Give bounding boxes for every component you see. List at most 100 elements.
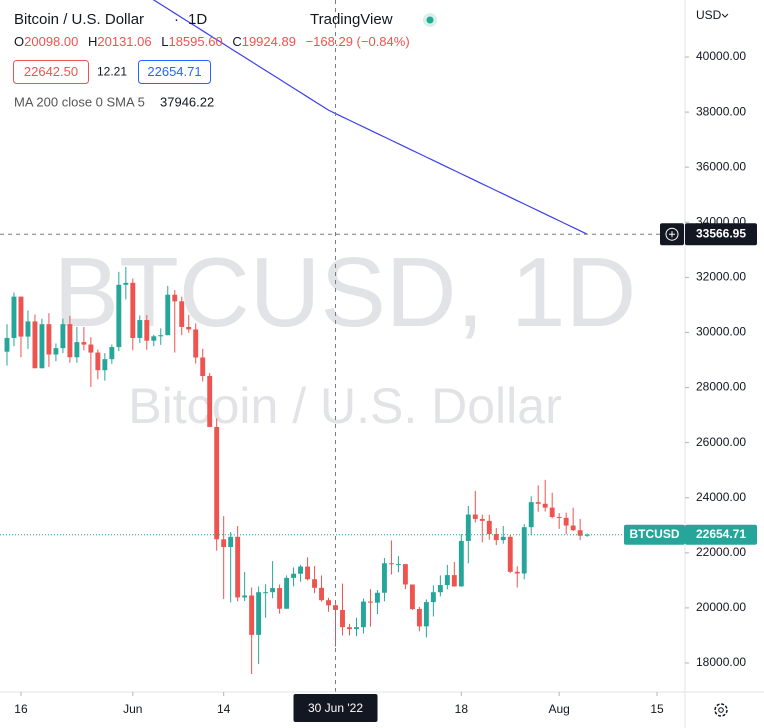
- last-price-box: [685, 524, 757, 545]
- ohlc-key: O: [14, 34, 24, 49]
- candle-body: [361, 601, 366, 628]
- candle-body: [451, 575, 457, 587]
- candle-body: [514, 571, 520, 574]
- x-tick-label: 15: [650, 702, 664, 716]
- ma-legend-value: 37946.22: [160, 94, 214, 109]
- gear-hub: [718, 707, 724, 713]
- candle-body: [521, 527, 527, 574]
- ask-box[interactable]: [138, 60, 211, 84]
- ohlc-key: C: [232, 34, 241, 49]
- spread: 12.21: [97, 65, 127, 79]
- candle-body: [409, 584, 415, 610]
- candle-body: [430, 592, 436, 603]
- candle-body: [74, 342, 80, 358]
- candle-body: [395, 564, 401, 566]
- candle-body: [556, 517, 562, 519]
- candle-body: [200, 357, 206, 376]
- candle-body: [507, 536, 513, 572]
- bid-box[interactable]: [13, 60, 89, 84]
- candle-body: [137, 320, 143, 338]
- x-tick-label: 14: [217, 702, 231, 716]
- candle-body: [109, 347, 115, 360]
- candle-body: [416, 609, 422, 627]
- ohlc-key: L: [161, 34, 168, 49]
- candle-body: [242, 595, 248, 598]
- candle-body: [158, 335, 164, 337]
- candle-body: [249, 595, 255, 635]
- candle-body: [312, 579, 317, 588]
- x-tick-label: Jun: [123, 702, 142, 716]
- candle-body: [458, 540, 464, 587]
- candle-body: [221, 539, 227, 548]
- ohlc-legend: O20098.00 H20131.06 L18595.60 C19924.89 …: [14, 34, 410, 49]
- ohlc-value: 18595.60: [168, 34, 222, 49]
- ma-legend-name: MA 200 close 0 SMA 5: [14, 94, 145, 109]
- candle-body: [584, 534, 590, 536]
- y-tick-label: 32000.00: [696, 270, 746, 284]
- symbol-name: Bitcoin / U.S. Dollar: [14, 11, 144, 28]
- ohlc-value: 20131.06: [97, 34, 151, 49]
- candle-body: [333, 605, 338, 610]
- candle-body: [284, 577, 290, 609]
- candle-body: [444, 575, 450, 586]
- settings-icon[interactable]: [714, 703, 728, 717]
- candle-body: [67, 324, 73, 358]
- candle-body: [277, 588, 283, 609]
- candle-body: [437, 585, 443, 593]
- candle-body: [563, 517, 569, 526]
- candle-body: [402, 564, 408, 585]
- change: −168.29 (−0.84%): [306, 34, 410, 49]
- candle-body: [500, 536, 506, 541]
- y-tick-label: 30000.00: [696, 325, 746, 339]
- crosshair-plus-ring: [665, 227, 679, 241]
- y-tick-label: 28000.00: [696, 380, 746, 394]
- candle-body: [53, 348, 59, 355]
- currency[interactable]: USD: [696, 8, 722, 22]
- ohlc-value: 19924.89: [242, 34, 296, 49]
- candle-body: [388, 563, 394, 565]
- candle-body: [207, 375, 213, 427]
- candle-body: [151, 336, 157, 341]
- y-tick-label: 22000.00: [696, 545, 746, 559]
- candle-body: [354, 627, 359, 630]
- y-tick-label: 38000.00: [696, 104, 746, 118]
- candle-body: [298, 566, 304, 574]
- candle-body: [144, 320, 150, 341]
- crosshair-date-box: [293, 694, 378, 722]
- candle-body: [270, 588, 276, 593]
- status-dot: [426, 16, 434, 24]
- candle-body: [235, 536, 241, 598]
- candle-body: [4, 337, 10, 352]
- ticker-label-box: [624, 524, 685, 545]
- candle-body: [179, 301, 185, 327]
- candle-body: [95, 352, 101, 371]
- candle-body: [81, 342, 87, 345]
- candle-body: [32, 321, 38, 369]
- candle-body: [102, 359, 108, 371]
- last-price-label: 22654.71: [696, 527, 746, 541]
- candle-body: [130, 282, 136, 338]
- bid: 22642.50: [24, 64, 78, 79]
- y-tick-label: 20000.00: [696, 600, 746, 614]
- x-tick-label: Aug: [549, 702, 570, 716]
- candle-body: [542, 503, 548, 508]
- candle-body: [423, 602, 429, 627]
- ohlc-key: H: [88, 34, 97, 49]
- candle-body: [214, 426, 220, 540]
- candle-body: [340, 609, 345, 628]
- ask: 22654.71: [147, 64, 201, 79]
- currency-caret: [721, 13, 729, 18]
- candle-body: [88, 344, 94, 353]
- ohlc-value: 20098.00: [24, 34, 78, 49]
- candle-body: [18, 296, 24, 337]
- candle-body: [263, 592, 269, 594]
- candle-body: [39, 324, 45, 369]
- candle-body: [577, 530, 583, 536]
- candle-body: [60, 324, 66, 349]
- plot-area: [0, 0, 685, 692]
- gear-teeth: [714, 703, 728, 717]
- candle-body: [549, 507, 555, 518]
